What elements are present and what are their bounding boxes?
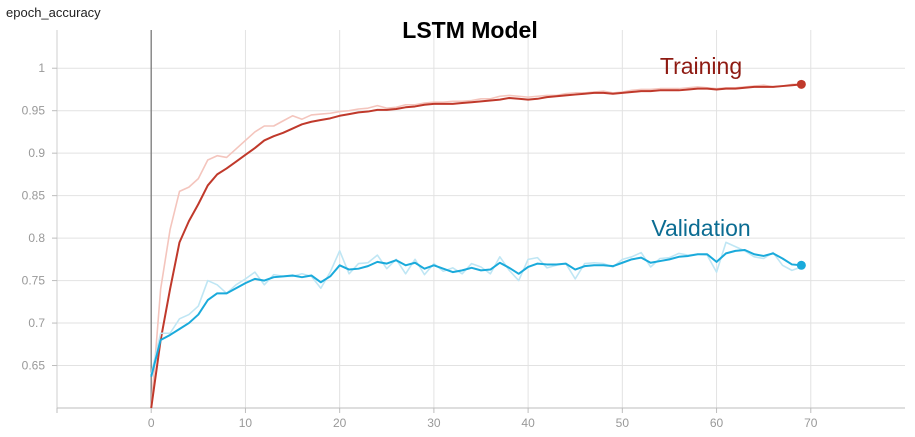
y-tick-label: 0.9: [28, 146, 45, 160]
x-tick-label: 50: [616, 416, 630, 430]
series-raw-training: [150, 83, 802, 409]
y-tick-label: 0.65: [22, 359, 46, 373]
x-tick-label: 30: [427, 416, 441, 430]
y-tick-label: 1: [38, 61, 45, 75]
y-tick-label: 0.75: [22, 274, 46, 288]
x-tick-label: 60: [710, 416, 724, 430]
series: [150, 79, 806, 409]
labels: LSTM Model Training Validation: [402, 17, 750, 241]
x-tick-label: 0: [148, 416, 155, 430]
series-line-validation: [150, 249, 802, 377]
x-tick-label: 20: [333, 416, 347, 430]
y-tick-label: 0.7: [28, 316, 45, 330]
y-tick-label: 0.95: [22, 104, 46, 118]
x-tick-label: 10: [239, 416, 253, 430]
grid: [57, 30, 905, 408]
series-line-training: [150, 83, 802, 409]
series-endpoint-training: [796, 79, 806, 89]
y-tick-label: 0.85: [22, 189, 46, 203]
x-tick-label: 40: [521, 416, 535, 430]
metric-name: epoch_accuracy: [6, 5, 101, 20]
y-tick-label: 0.8: [28, 231, 45, 245]
series-endpoint-validation: [796, 260, 806, 270]
series-label-training: Training: [660, 53, 742, 79]
series-label-validation: Validation: [651, 215, 750, 241]
chart-title: LSTM Model: [402, 17, 537, 43]
x-tick-label: 70: [804, 416, 818, 430]
axes: 0 10 20 30 40 50 60 70 0.65 0.7 0.75 0.8 0.85 0.9 0.95…: [22, 30, 905, 430]
series-raw-validation: [150, 241, 802, 375]
